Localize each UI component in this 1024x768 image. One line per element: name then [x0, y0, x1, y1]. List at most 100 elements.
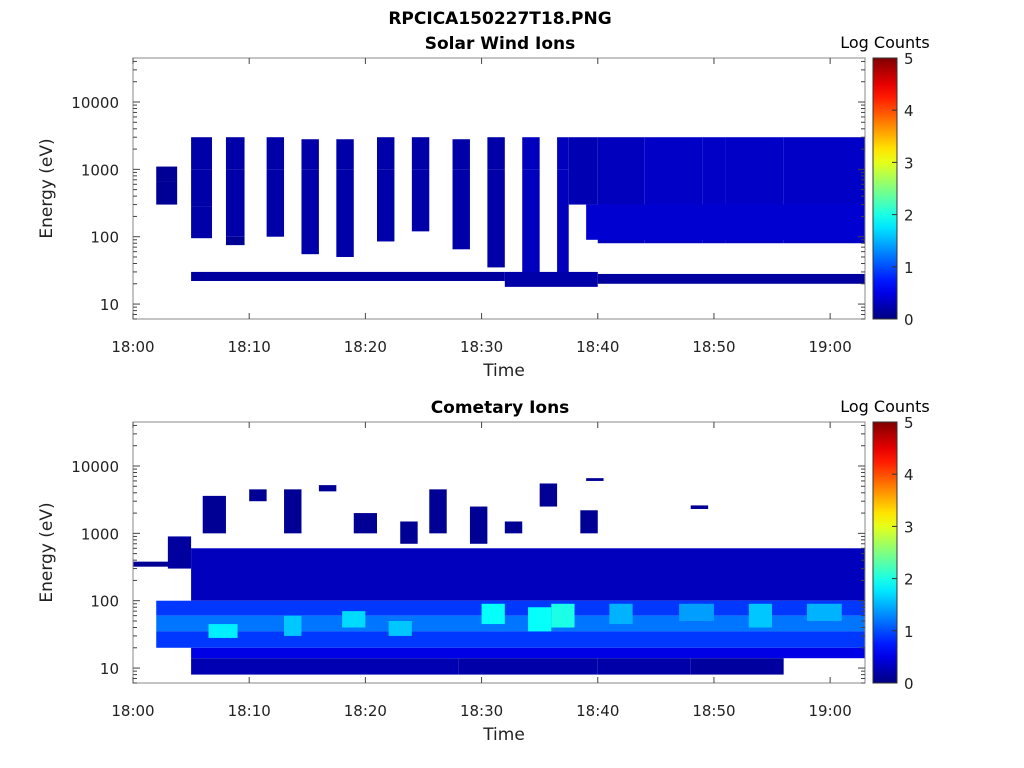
heat-cell-24 — [557, 137, 569, 170]
heat-cell-14 — [377, 137, 395, 170]
hot-cell-8 — [679, 603, 714, 621]
colorbar-tick-label: 0 — [904, 311, 914, 329]
heat-cell-1 — [156, 181, 178, 205]
figure-title: RPCICA150227T18.PNG — [388, 9, 611, 29]
x-tick-label: 19:00 — [809, 702, 852, 720]
heat-cell-8 — [458, 658, 598, 675]
x-tick-label: 18:00 — [111, 338, 154, 356]
colorbar-tick-label: 1 — [904, 623, 914, 641]
heat-cell-1 — [167, 536, 192, 569]
heat-cell-18 — [469, 506, 488, 544]
heat-cell-7 — [191, 658, 459, 675]
heat-cell-34 — [191, 271, 505, 281]
heat-cell-9 — [266, 169, 285, 237]
heat-cell-18 — [452, 139, 470, 170]
heat-cell-15 — [377, 169, 395, 242]
x-tick-label: 18:10 — [228, 338, 271, 356]
heat-cell-15 — [353, 513, 377, 534]
heat-cell-5 — [225, 137, 245, 170]
heat-cell-12 — [336, 139, 354, 170]
x-tick-label: 18:50 — [692, 338, 735, 356]
panel1-title: Solar Wind Ions — [425, 34, 576, 54]
x-tick-label: 18:20 — [344, 702, 387, 720]
x-tick-label: 19:00 — [809, 338, 852, 356]
heat-cell-20 — [487, 137, 505, 170]
colorbar — [872, 421, 898, 684]
x-axis-label: Time — [482, 725, 525, 745]
colorbar-label: Log Counts — [840, 33, 930, 52]
heat-cell-6 — [225, 169, 245, 237]
heat-cell-19 — [452, 169, 470, 250]
x-tick-label: 18:20 — [344, 338, 387, 356]
hot-cell-1 — [284, 615, 302, 636]
colorbar — [872, 57, 898, 320]
heat-cell-6 — [191, 647, 866, 659]
heat-cell-2 — [191, 137, 213, 170]
hot-cell-0 — [208, 624, 238, 638]
heat-cell-17 — [411, 169, 430, 232]
colorbar-tick-label: 5 — [904, 414, 914, 432]
x-tick-label: 18:50 — [692, 702, 735, 720]
colorbar-tick-label: 4 — [904, 102, 914, 120]
colorbar-tick-label: 0 — [904, 675, 914, 693]
heat-cell-33 — [586, 204, 865, 240]
x-axis-label: Time — [482, 361, 525, 381]
y-tick-label: 100 — [90, 593, 119, 611]
heat-cell-35 — [504, 271, 598, 287]
hot-cell-4 — [481, 603, 505, 625]
y-tick-label: 1000 — [81, 161, 119, 179]
heat-cell-13 — [284, 489, 302, 534]
heat-cell-0 — [156, 166, 178, 182]
heat-cell-23 — [522, 169, 540, 278]
y-tick-label: 10 — [100, 296, 119, 314]
heat-cell-0 — [133, 561, 180, 567]
heat-cell-12 — [249, 489, 267, 502]
heat-cell-21 — [487, 169, 505, 268]
solar-wind-ions-panel: 18:00 18:10 18:20 18:30 18:40 18:50 19:0010100… — [37, 33, 930, 381]
heat-cell-23 — [690, 505, 709, 509]
plot-frame — [132, 421, 866, 684]
hot-cell-5 — [528, 607, 552, 632]
colorbar-tick-label: 2 — [904, 207, 914, 225]
heat-cell-25 — [557, 169, 569, 278]
heat-cell-21 — [580, 510, 598, 534]
heat-cell-22 — [586, 478, 604, 481]
heat-cell-14 — [318, 485, 337, 492]
heat-cell-13 — [336, 169, 354, 257]
heat-cell-11 — [301, 169, 319, 255]
colorbar-tick-label: 1 — [904, 259, 914, 277]
heat-cell-11 — [202, 495, 226, 534]
heat-cell-16 — [411, 137, 430, 170]
heat-cell-7 — [225, 236, 245, 246]
x-tick-label: 18:30 — [460, 338, 503, 356]
y-axis-label: Energy (eV) — [37, 138, 57, 238]
heat-cell-10 — [301, 139, 319, 170]
cometary-ions-panel: 18:00 18:10 18:20 18:30 18:40 18:50 19:0010100… — [37, 397, 930, 745]
hot-cell-9 — [748, 603, 773, 628]
heat-cell-22 — [522, 137, 540, 170]
y-tick-label: 1000 — [81, 525, 119, 543]
heat-cell-26 — [568, 137, 598, 205]
y-tick-label: 10000 — [71, 94, 119, 112]
y-axis-label: Energy (eV) — [37, 502, 57, 602]
heat-cell-36 — [597, 273, 865, 284]
heat-cell-16 — [400, 521, 418, 544]
colorbar-tick-label: 2 — [904, 571, 914, 589]
heat-cell-5 — [156, 631, 865, 648]
x-tick-label: 18:40 — [576, 338, 619, 356]
plot-frame — [132, 57, 866, 320]
hot-cell-7 — [609, 603, 633, 625]
colorbar-tick-label: 3 — [904, 154, 914, 172]
heat-cell-4 — [191, 206, 213, 239]
x-tick-label: 18:40 — [576, 702, 619, 720]
y-tick-label: 10 — [100, 660, 119, 678]
heat-cell-10 — [690, 658, 784, 675]
heat-cell-3 — [191, 169, 213, 207]
x-tick-label: 18:00 — [111, 702, 154, 720]
heat-cell-9 — [597, 658, 691, 675]
colorbar-label: Log Counts — [840, 397, 930, 416]
heat-cell-17 — [429, 489, 447, 534]
x-tick-label: 18:10 — [228, 702, 271, 720]
hot-cell-6 — [551, 603, 575, 628]
